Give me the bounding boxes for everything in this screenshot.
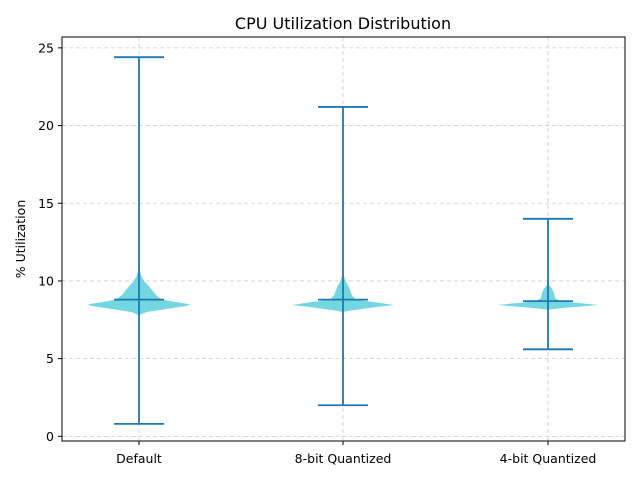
x-tick-label: 4-bit Quantized [500,451,597,466]
x-tick-label: Default [116,451,162,466]
y-tick-label: 10 [38,273,54,288]
chart-title: CPU Utilization Distribution [235,14,451,33]
axes: 0 5 10 15 20 25 Default 8-bit Quantized 4-bit Qu… [38,40,596,466]
y-tick-label: 15 [38,196,54,211]
x-tick-label: 8-bit Quantized [295,451,392,466]
y-tick-label: 25 [38,40,54,55]
violin-0 [88,56,190,425]
y-tick-label: 0 [46,429,54,444]
y-tick-label: 20 [38,118,54,133]
violins [88,56,599,425]
y-tick-label: 5 [46,351,54,366]
violin-2 [497,217,599,351]
y-axis-label: % Utilization [13,200,28,279]
violin-1 [292,106,394,407]
